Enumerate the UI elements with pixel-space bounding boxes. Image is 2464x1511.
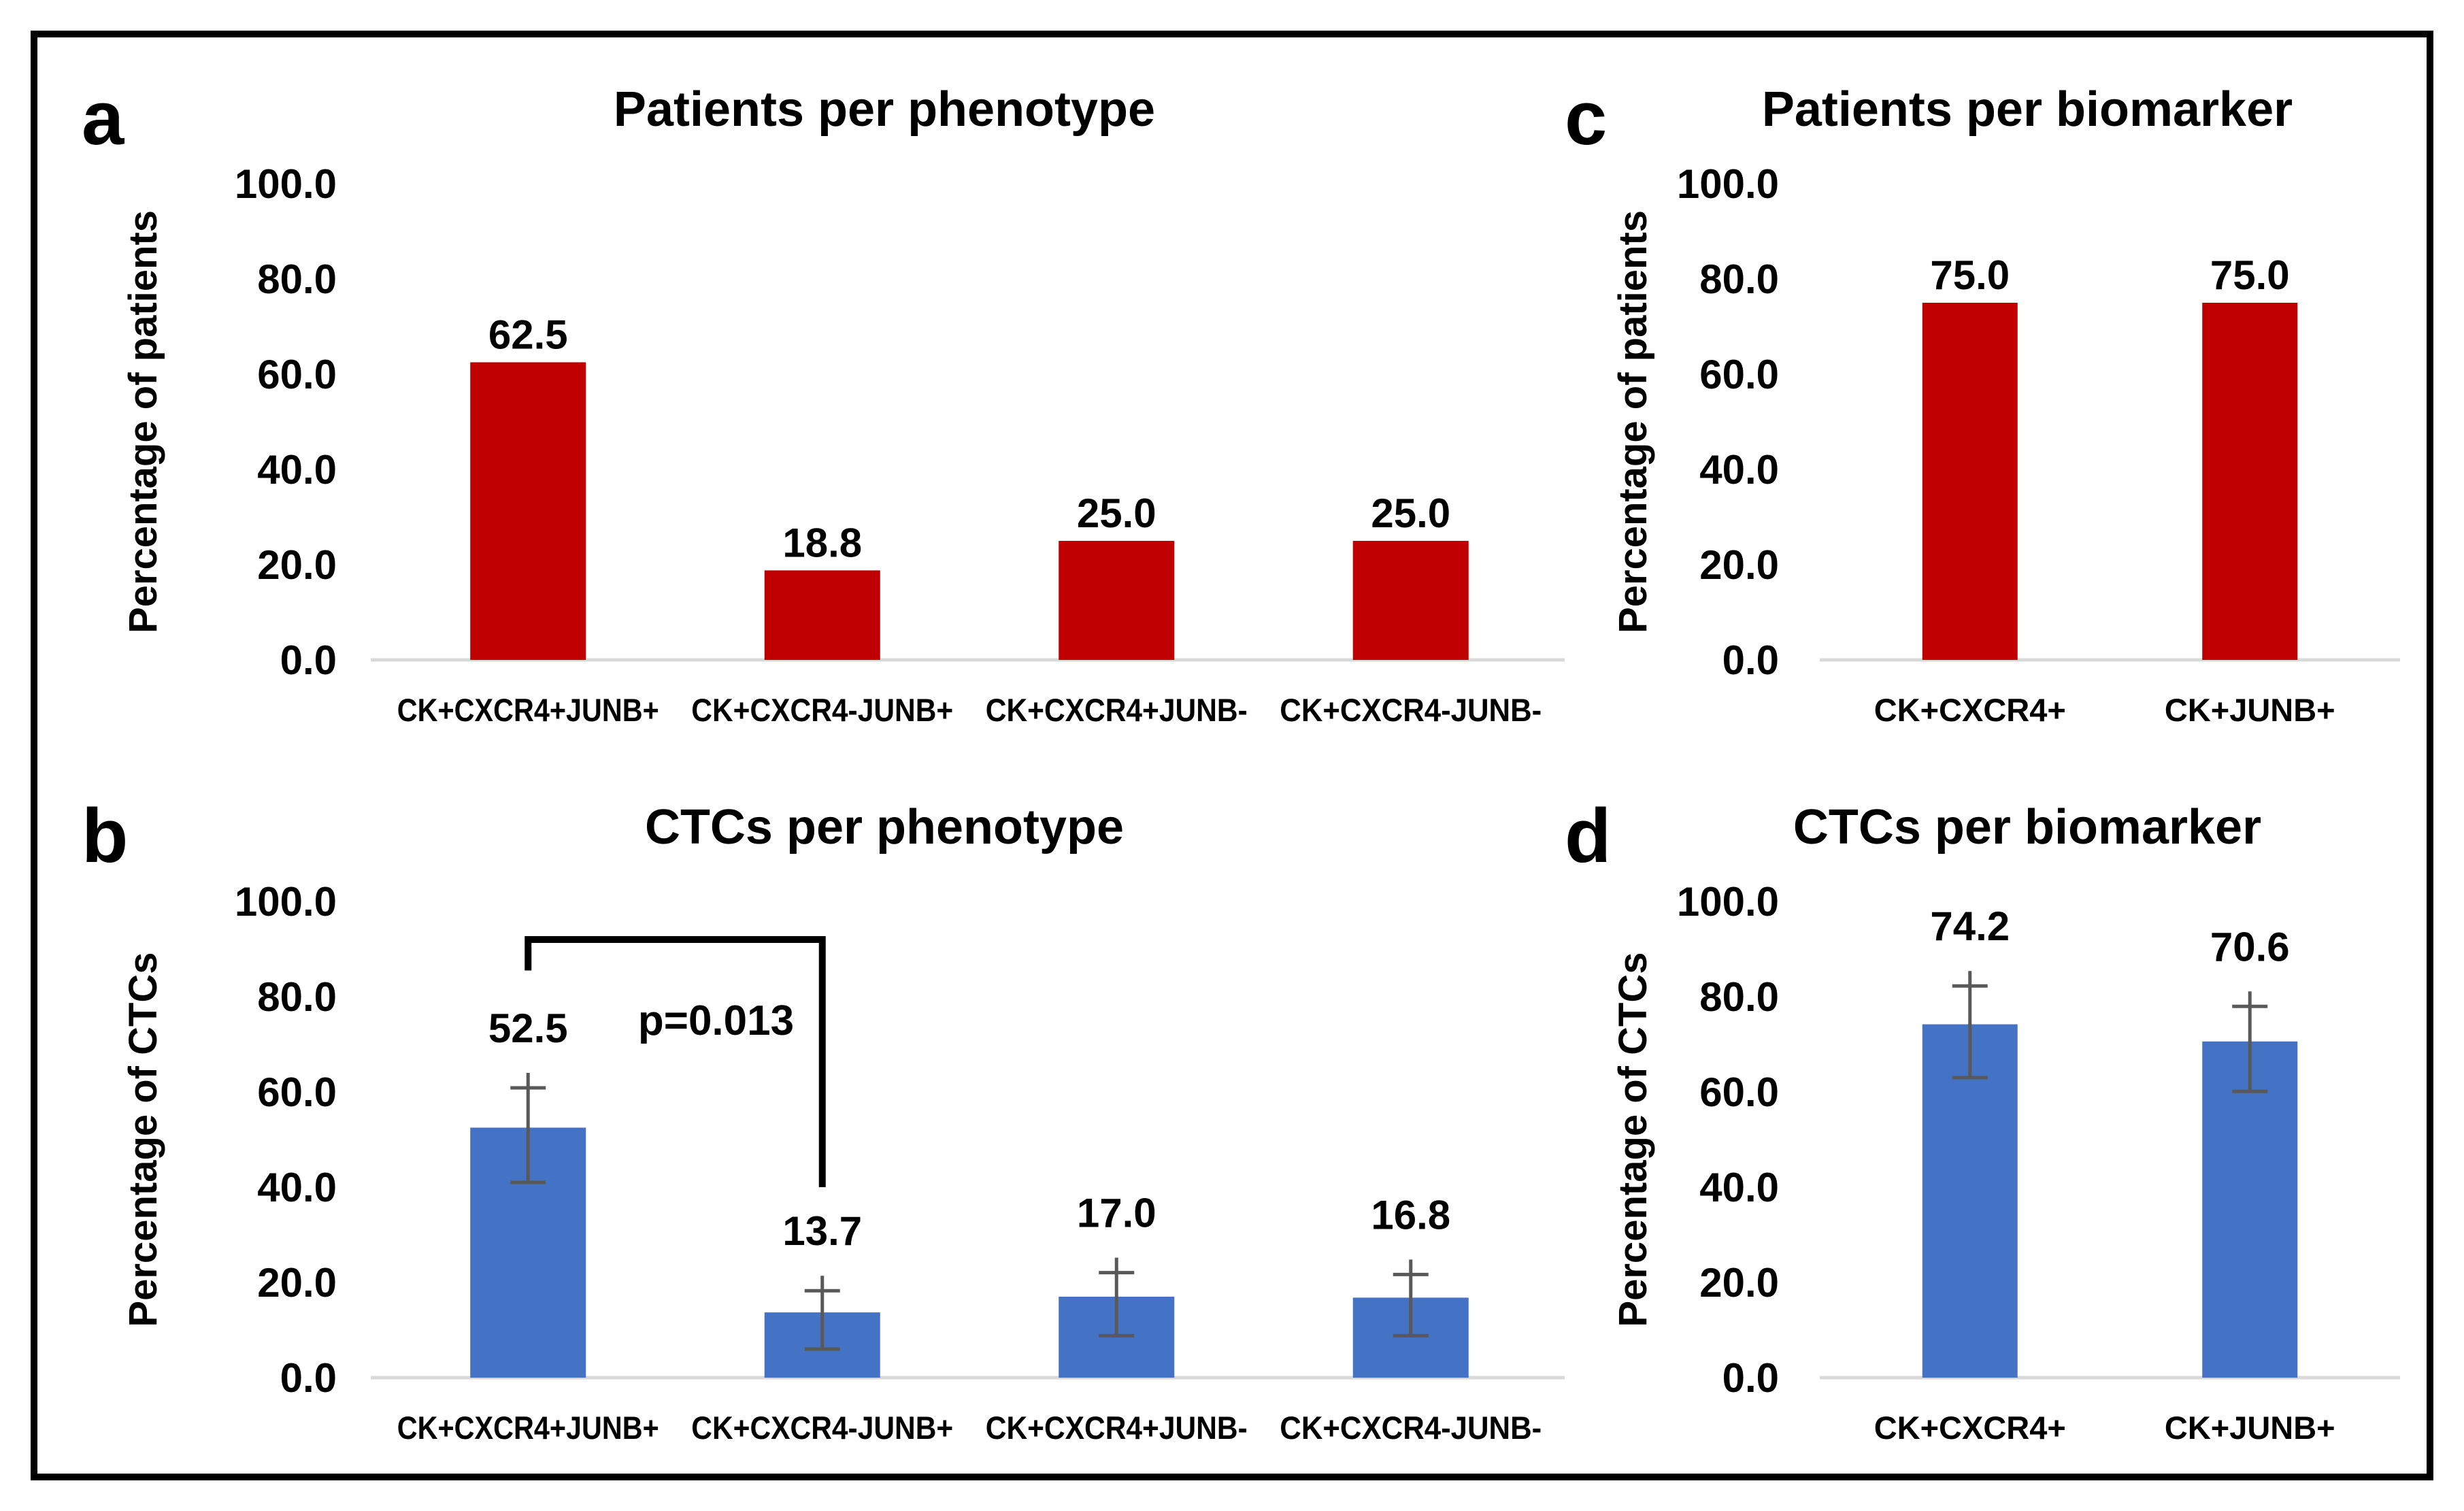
- y-tick-label: 80.0: [1699, 974, 1779, 1020]
- panel-d: 0.0 20.0 40.0 60.0 80.0 100.0 Percentage of CT…: [1551, 765, 2422, 1487]
- y-tick-label: 80.0: [1699, 256, 1779, 302]
- panel-letter-c: c: [1565, 76, 1608, 161]
- bar: [2202, 303, 2298, 660]
- y-tick-label: 80.0: [257, 974, 337, 1020]
- y-tick-label: 60.0: [1699, 352, 1779, 397]
- category-label: CK+CXCR4-JUNB-: [1280, 692, 1542, 728]
- value-label: 17.0: [1077, 1191, 1156, 1236]
- panel-a: 0.0 20.0 40.0 60.0 80.0 100.0 Percentage of pa…: [41, 48, 1565, 769]
- category-label: CK+CXCR4-JUNB+: [691, 692, 953, 728]
- value-label: 62.5: [488, 312, 568, 358]
- value-label: 52.5: [488, 1006, 568, 1051]
- value-label: 16.8: [1371, 1192, 1450, 1238]
- category-label: CK+CXCR4+JUNB-: [986, 692, 1248, 728]
- y-tick-label: 0.0: [1722, 637, 1779, 683]
- bar: [1922, 303, 2018, 660]
- y-tick-label: 20.0: [257, 1260, 337, 1306]
- y-tick-label: 0.0: [280, 637, 337, 683]
- category-label: CK+CXCR4-JUNB-: [1280, 1410, 1542, 1446]
- panel-letter-b: b: [82, 793, 129, 878]
- value-label: 75.0: [1930, 252, 2010, 298]
- category-label: CK+CXCR4+: [1874, 692, 2066, 728]
- y-tick-label: 40.0: [1699, 447, 1779, 493]
- chart-title: CTCs per phenotype: [644, 800, 1125, 854]
- category-label: CK+JUNB+: [2165, 1410, 2335, 1446]
- value-label: 70.6: [2210, 924, 2290, 969]
- y-tick-label: 0.0: [1722, 1355, 1779, 1401]
- chart-title: Patients per phenotype: [613, 82, 1156, 137]
- chart-patients-per-biomarker: 0.0 20.0 40.0 60.0 80.0 100.0 Percentage of pa…: [1611, 161, 2400, 728]
- category-label: CK+CXCR4+JUNB+: [397, 692, 659, 728]
- value-label: 18.8: [782, 520, 862, 565]
- chart-ctcs-per-phenotype: 0.0 20.0 40.0 60.0 80.0 100.0 Percentage of CT…: [121, 879, 1565, 1446]
- significance-bracket: [525, 936, 826, 1187]
- bar: [470, 362, 586, 660]
- y-axis-title: Percentage of patients: [1611, 210, 1655, 633]
- y-axis-title: Percentage of patients: [121, 210, 165, 633]
- chart-title: Patients per biomarker: [1761, 82, 2293, 137]
- bar: [1059, 541, 1175, 660]
- panel-letter-d: d: [1565, 793, 1612, 878]
- figure-border: [31, 31, 2433, 1480]
- category-label: CK+CXCR4+: [1874, 1410, 2066, 1446]
- category-label: CK+CXCR4-JUNB+: [691, 1410, 953, 1446]
- y-tick-label: 100.0: [235, 879, 337, 925]
- y-tick-label: 20.0: [1699, 542, 1779, 588]
- bar: [1352, 541, 1469, 660]
- value-label: 13.7: [782, 1208, 862, 1254]
- y-tick-label: 0.0: [280, 1355, 337, 1401]
- y-tick-label: 60.0: [257, 1069, 337, 1115]
- panel-letter-a: a: [82, 76, 124, 161]
- category-label: CK+JUNB+: [2165, 692, 2335, 728]
- value-label: 74.2: [1930, 903, 2010, 949]
- panel-c: 0.0 20.0 40.0 60.0 80.0 100.0 Percentage of pa…: [1551, 48, 2422, 769]
- bar: [2202, 1041, 2298, 1378]
- y-tick-label: 40.0: [257, 1165, 337, 1210]
- chart-title: CTCs per biomarker: [1793, 800, 2262, 854]
- y-tick-label: 40.0: [1699, 1165, 1779, 1210]
- y-tick-label: 80.0: [257, 256, 337, 302]
- value-label: 75.0: [2210, 252, 2290, 298]
- y-tick-label: 20.0: [257, 542, 337, 588]
- y-tick-label: 60.0: [1699, 1069, 1779, 1115]
- panel-b: 0.0 20.0 40.0 60.0 80.0 100.0 Percentage of CT…: [41, 765, 1565, 1487]
- chart-ctcs-per-biomarker: 0.0 20.0 40.0 60.0 80.0 100.0 Percentage of CT…: [1611, 879, 2400, 1446]
- y-axis-title: Percentage of CTCs: [121, 952, 165, 1327]
- value-label: 25.0: [1077, 491, 1156, 536]
- value-label: 25.0: [1371, 491, 1450, 536]
- y-axis-title: Percentage of CTCs: [1611, 952, 1655, 1327]
- bar: [764, 570, 880, 660]
- y-tick-label: 100.0: [1677, 879, 1779, 925]
- y-tick-label: 100.0: [1677, 161, 1779, 207]
- category-label: CK+CXCR4+JUNB-: [986, 1410, 1248, 1446]
- bar: [1922, 1024, 2018, 1378]
- y-tick-label: 60.0: [257, 352, 337, 397]
- category-label: CK+CXCR4+JUNB+: [397, 1410, 659, 1446]
- chart-patients-per-phenotype: 0.0 20.0 40.0 60.0 80.0 100.0 Percentage of pa…: [121, 161, 1565, 728]
- p-value-label: p=0.013: [638, 997, 794, 1044]
- y-tick-label: 100.0: [235, 161, 337, 207]
- y-tick-label: 20.0: [1699, 1260, 1779, 1306]
- y-tick-label: 40.0: [257, 447, 337, 493]
